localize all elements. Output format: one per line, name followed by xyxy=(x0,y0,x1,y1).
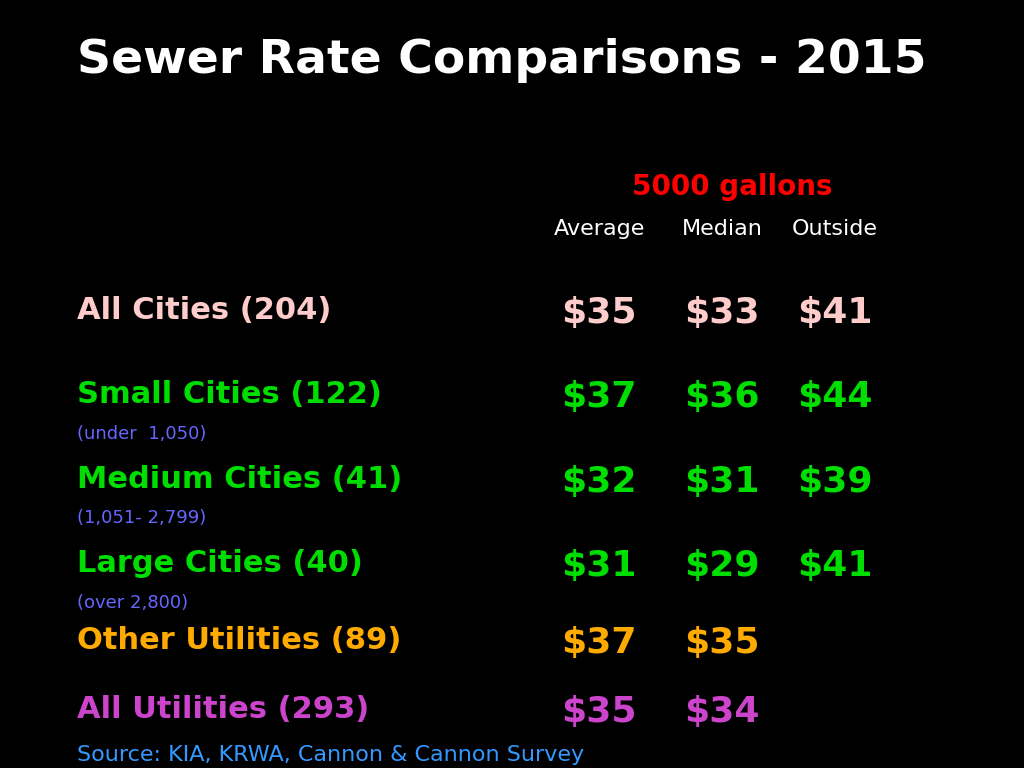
Text: $35: $35 xyxy=(561,296,637,329)
Text: $35: $35 xyxy=(684,626,760,660)
Text: $34: $34 xyxy=(684,695,760,729)
Text: Average: Average xyxy=(553,219,645,239)
Text: $41: $41 xyxy=(797,296,872,329)
Text: All Cities (204): All Cities (204) xyxy=(77,296,331,325)
Text: $31: $31 xyxy=(684,465,760,498)
Text: Outside: Outside xyxy=(792,219,878,239)
Text: Medium Cities (41): Medium Cities (41) xyxy=(77,465,402,494)
Text: Large Cities (40): Large Cities (40) xyxy=(77,549,362,578)
Text: Small Cities (122): Small Cities (122) xyxy=(77,380,382,409)
Text: $31: $31 xyxy=(561,549,637,583)
Text: $35: $35 xyxy=(561,695,637,729)
Text: (under  1,050): (under 1,050) xyxy=(77,425,206,442)
Text: Median: Median xyxy=(682,219,762,239)
Text: $37: $37 xyxy=(561,626,637,660)
Text: 5000 gallons: 5000 gallons xyxy=(632,173,833,200)
Text: Other Utilities (89): Other Utilities (89) xyxy=(77,626,401,655)
Text: $29: $29 xyxy=(684,549,760,583)
Text: (over 2,800): (over 2,800) xyxy=(77,594,188,611)
Text: $44: $44 xyxy=(797,380,872,414)
Text: $32: $32 xyxy=(561,465,637,498)
Text: Sewer Rate Comparisons - 2015: Sewer Rate Comparisons - 2015 xyxy=(77,38,927,84)
Text: Source: KIA, KRWA, Cannon & Cannon Survey: Source: KIA, KRWA, Cannon & Cannon Surve… xyxy=(77,745,584,765)
Text: $33: $33 xyxy=(684,296,760,329)
Text: $39: $39 xyxy=(797,465,872,498)
Text: All Utilities (293): All Utilities (293) xyxy=(77,695,369,724)
Text: $37: $37 xyxy=(561,380,637,414)
Text: $41: $41 xyxy=(797,549,872,583)
Text: $36: $36 xyxy=(684,380,760,414)
Text: (1,051- 2,799): (1,051- 2,799) xyxy=(77,509,206,527)
